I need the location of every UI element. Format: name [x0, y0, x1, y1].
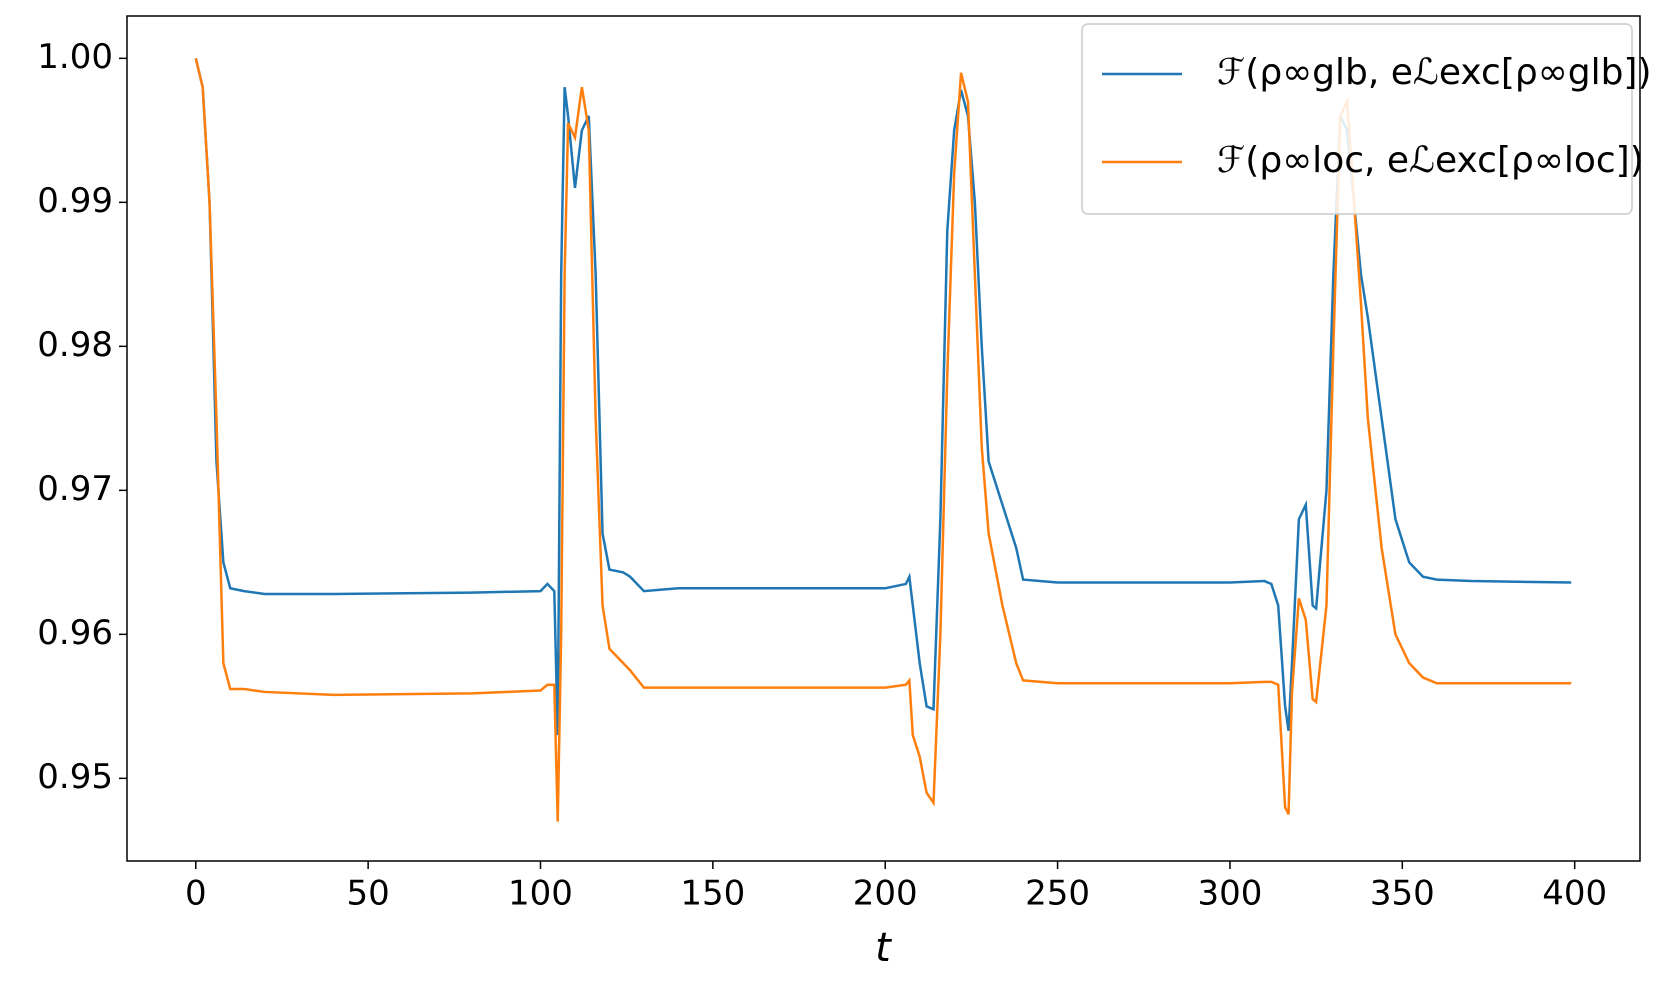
legend-label: ℱ(ρ∞glb, eℒexc[ρ∞glb]) — [1217, 52, 1652, 93]
x-tick-label: 250 — [1025, 874, 1090, 914]
y-tick-label: 0.97 — [37, 469, 113, 509]
line-series — [194, 58, 1572, 822]
legend-label: ℱ(ρ∞loc, eℒexc[ρ∞loc]) — [1217, 140, 1644, 181]
y-tick-label: 0.95 — [37, 757, 113, 797]
x-tick-label: 50 — [347, 874, 390, 914]
x-axis-label: t — [875, 925, 892, 971]
plot-frame — [126, 15, 1641, 862]
y-tick-label: 0.98 — [37, 325, 113, 365]
legend-box — [1081, 23, 1633, 215]
x-tick-label: 100 — [508, 874, 573, 914]
x-tick-label: 300 — [1197, 874, 1262, 914]
x-tick-label: 400 — [1542, 874, 1607, 914]
x-tick-label: 350 — [1370, 874, 1435, 914]
y-tick-label: 0.96 — [37, 613, 113, 653]
x-tick-label: 150 — [680, 874, 745, 914]
x-tick-label: 0 — [185, 874, 207, 914]
x-tick-label: 200 — [853, 874, 918, 914]
y-tick-label: 0.99 — [37, 181, 113, 221]
line-series — [194, 58, 1572, 736]
y-tick-label: 1.00 — [37, 37, 113, 77]
